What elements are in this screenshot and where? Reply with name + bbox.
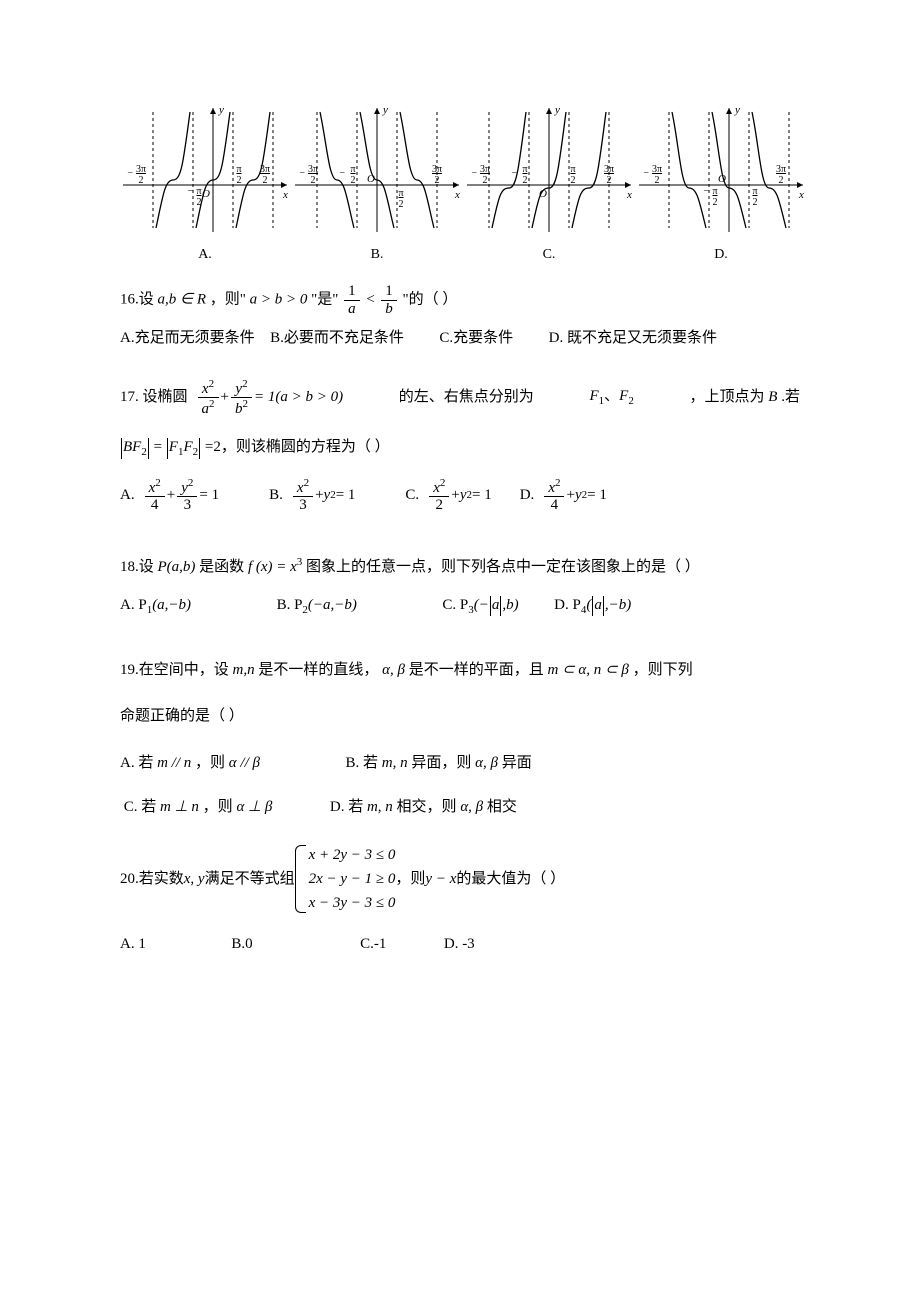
svg-text:2: 2 <box>351 175 356 186</box>
q17-optD-label: D. <box>520 484 535 507</box>
svg-text:2: 2 <box>523 175 528 186</box>
svg-text:π: π <box>236 164 241 175</box>
svg-text:2: 2 <box>139 175 144 186</box>
q17-line2: BF2 = F1F2 =2，则该椭圆的方程为（ ） <box>120 436 800 459</box>
svg-text:x: x <box>798 189 804 201</box>
q19-optsCD: C. 若 m ⊥ n ，则 α ⊥ β D. 若 m, n 相交，则 α, β … <box>120 796 800 819</box>
q19-line1: 19.在空间中，设 m,n 是不一样的直线， α, β 是不一样的平面，且 m … <box>120 659 800 682</box>
q20-text: 20.若实数 x, y 满足不等式组 x + 2y − 3 ≤ 0 2x − y… <box>120 843 800 915</box>
graph-b-label: B. <box>371 244 384 265</box>
graph-c-svg: y x O − 3π 2 − π 2 π 2 3π 2 <box>464 100 634 240</box>
svg-text:2: 2 <box>655 175 660 186</box>
q18-text: 18.设 P(a,b) 是函数 f (x) = x3 图象上的任意一点，则下列各… <box>120 554 800 579</box>
q16-lt: < <box>365 291 375 307</box>
page: y x O − 3π 2 − π 2 π 2 3π 2 <box>0 0 920 1302</box>
q16-options: A.充足而无须要条件 B.必要而不充足条件 C.充要条件 D. 既不充足又无须要… <box>120 327 800 350</box>
svg-text:y: y <box>554 104 560 116</box>
graphs-row: y x O − 3π 2 − π 2 π 2 3π 2 <box>120 100 800 265</box>
svg-text:π: π <box>398 188 403 199</box>
svg-text:2: 2 <box>779 175 784 186</box>
q17-mid: 的左、右焦点分别为 <box>399 386 534 409</box>
svg-text:2: 2 <box>237 175 242 186</box>
q17-fx: x2a2 <box>198 378 219 418</box>
svg-text:y: y <box>734 104 740 116</box>
svg-text:2: 2 <box>753 197 758 208</box>
q17-line1: 17. 设椭圆 x2a2 + y2b2 = 1(a > b > 0) 的左、右焦… <box>120 378 800 418</box>
svg-text:−: − <box>471 168 477 179</box>
q16-frac2: 1 b <box>381 283 397 317</box>
q17-optA-label: A. <box>120 484 135 507</box>
q16-optA: A.充足而无须要条件 <box>120 330 255 346</box>
svg-text:x: x <box>454 189 460 201</box>
svg-text:π: π <box>350 164 355 175</box>
svg-text:y: y <box>382 104 388 116</box>
q20-options: A. 1 B.0 C.-1 D. -3 <box>120 933 800 956</box>
q17-prefix: 17. 设椭圆 <box>120 386 188 409</box>
q16-m2: "是" <box>311 291 338 307</box>
svg-text:x: x <box>626 189 632 201</box>
svg-text:π: π <box>570 164 575 175</box>
svg-text:y: y <box>218 104 224 116</box>
graph-a: y x O − 3π 2 − π 2 π 2 3π 2 <box>120 100 290 265</box>
svg-text:−: − <box>187 186 193 197</box>
svg-text:−: − <box>643 168 649 179</box>
svg-text:−: − <box>127 168 133 179</box>
q17-tail: ，上顶点为 <box>690 389 765 405</box>
graph-d-svg: y x O − 3π 2 − π 2 π 2 3π 2 <box>636 100 806 240</box>
graph-a-label: A. <box>198 244 212 265</box>
svg-text:2: 2 <box>311 175 316 186</box>
graph-c: y x O − 3π 2 − π 2 π 2 3π 2 <box>464 100 634 265</box>
svg-text:−: − <box>339 168 345 179</box>
svg-text:3π: 3π <box>652 164 662 175</box>
svg-text:3π: 3π <box>776 164 786 175</box>
q17-cond: = 1(a > b > 0) <box>254 386 343 409</box>
graph-c-label: C. <box>543 244 556 265</box>
q17-f1f2: F1F2 <box>167 438 200 459</box>
q17-fy: y2b2 <box>231 378 252 418</box>
q18-options: A. P1(a,−b) B. P2(−a,−b) C. P3(−a,b) D. … <box>120 594 800 619</box>
graph-d: y x O − 3π 2 − π 2 π 2 3π 2 <box>636 100 806 265</box>
svg-text:3π: 3π <box>136 164 146 175</box>
svg-text:π: π <box>752 186 757 197</box>
svg-text:x: x <box>282 189 288 201</box>
svg-text:O: O <box>367 173 375 185</box>
graph-d-label: D. <box>714 244 728 265</box>
q19-optsAB: A. 若 m // n ，则 α // β B. 若 m, n 异面，则 α, … <box>120 752 800 775</box>
q16-frac1: 1 a <box>344 283 360 317</box>
q16-abR: a,b ∈ R <box>158 291 206 307</box>
svg-text:2: 2 <box>399 199 404 210</box>
q20-brace: x + 2y − 3 ≤ 0 2x − y − 1 ≥ 0 x − 3y − 3… <box>295 843 396 915</box>
q16-text: 16.设 a,b ∈ R ，则" a > b > 0 "是" 1 a < 1 b… <box>120 283 800 317</box>
svg-text:−: − <box>703 186 709 197</box>
svg-text:π: π <box>712 186 717 197</box>
q16-prefix: 16.设 <box>120 291 154 307</box>
graph-a-svg: y x O − 3π 2 − π 2 π 2 3π 2 <box>120 100 290 240</box>
svg-text:−: − <box>299 168 305 179</box>
svg-text:2: 2 <box>263 175 268 186</box>
svg-text:π: π <box>196 186 201 197</box>
q16-cond1: a > b > 0 <box>250 291 308 307</box>
q16-m1: ，则" <box>210 291 246 307</box>
q16-optC: C.充要条件 <box>439 330 513 346</box>
q16-optD: D. 既不充足又无须要条件 <box>549 330 717 346</box>
graph-b-svg: y x O − 3π 2 − π 2 π 2 3π 2 <box>292 100 462 240</box>
q17-options: A. x24 + y23 = 1 B. x23 + y2 = 1 C. x22 … <box>120 477 800 514</box>
q19-line2: 命题正确的是（ ） <box>120 705 800 728</box>
svg-text:2: 2 <box>713 197 718 208</box>
q16-optB: B.必要而不充足条件 <box>270 330 404 346</box>
svg-text:2: 2 <box>571 175 576 186</box>
svg-text:π: π <box>522 164 527 175</box>
q17-bf2: BF2 <box>121 438 149 459</box>
q17-optB-label: B. <box>269 484 283 507</box>
graph-b: y x O − 3π 2 − π 2 π 2 3π 2 <box>292 100 462 265</box>
q17-optC-label: C. <box>405 484 419 507</box>
svg-text:2: 2 <box>483 175 488 186</box>
q16-m3: "的（ ） <box>403 291 458 307</box>
